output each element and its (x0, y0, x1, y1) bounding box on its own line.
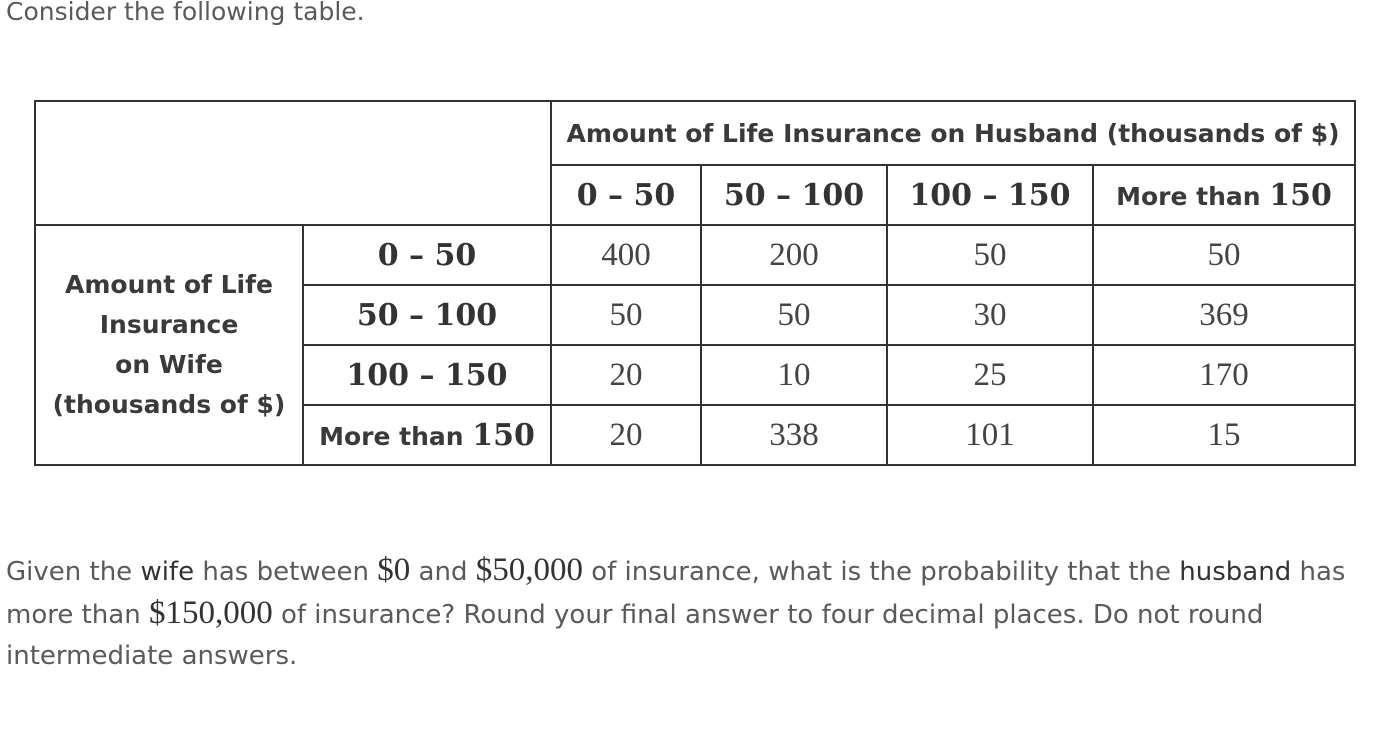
wife-header-line4: (thousands of $) (52, 390, 286, 419)
intro-text: Consider the following table. (6, 0, 365, 26)
table-cell: 170 (1092, 344, 1356, 406)
wife-range-100-150: 100 – 150 (302, 344, 552, 406)
question-husband: husband (1179, 557, 1292, 587)
table-cell: 400 (550, 224, 702, 286)
table-cell: 338 (700, 404, 888, 466)
table-cell: 369 (1092, 284, 1356, 346)
question-part: has between (194, 557, 378, 587)
wife-range-more-than-text: More than (319, 421, 473, 451)
wife-range-0-50: 0 – 50 (302, 224, 552, 286)
table-cell: 20 (550, 344, 702, 406)
husband-range-0-50: 0 – 50 (550, 164, 702, 226)
question-amount-high: $50,000 (475, 552, 583, 588)
table-cell: 25 (886, 344, 1094, 406)
husband-range-more-than-text: More than (1116, 181, 1270, 211)
insurance-table: Amount of Life Insurance on Husband (tho… (34, 100, 1356, 466)
table-cell: 50 (550, 284, 702, 346)
wife-header-line3: on Wife (115, 350, 223, 379)
table-cell: 200 (700, 224, 888, 286)
husband-range-more-than-num: 150 (1269, 177, 1332, 213)
question-wife: wife (140, 557, 195, 587)
empty-corner-cell (34, 100, 552, 226)
question-part: of insurance, what is the probability th… (582, 557, 1180, 587)
wife-header: Amount of Life Insurance on Wife (thousa… (34, 224, 304, 466)
question-part: Given the (6, 557, 141, 587)
table-cell: 50 (700, 284, 888, 346)
question-amount-threshold: $150,000 (148, 595, 273, 631)
husband-range-100-150: 100 – 150 (886, 164, 1094, 226)
table-cell: 30 (886, 284, 1094, 346)
table-cell: 50 (886, 224, 1094, 286)
question-amount-low: $0 (377, 552, 411, 588)
table-cell: 15 (1092, 404, 1356, 466)
table-cell: 50 (1092, 224, 1356, 286)
question-part: of insurance? Round your final answer to… (6, 600, 1264, 671)
question-text: Given the wife has between $0 and $50,00… (6, 550, 1376, 677)
wife-range-50-100: 50 – 100 (302, 284, 552, 346)
table-cell: 101 (886, 404, 1094, 466)
question-part: and (410, 557, 476, 587)
question-part: has more than (6, 557, 1346, 630)
husband-header: Amount of Life Insurance on Husband (tho… (550, 100, 1356, 166)
wife-range-more-than-150: More than 150 (302, 404, 552, 466)
wife-header-line1: Amount of Life (65, 270, 273, 299)
table-cell: 20 (550, 404, 702, 466)
husband-range-50-100: 50 – 100 (700, 164, 888, 226)
wife-range-more-than-num: 150 (472, 417, 535, 453)
wife-header-line2: Insurance (99, 310, 239, 339)
table-cell: 10 (700, 344, 888, 406)
husband-range-more-than-150: More than 150 (1092, 164, 1356, 226)
